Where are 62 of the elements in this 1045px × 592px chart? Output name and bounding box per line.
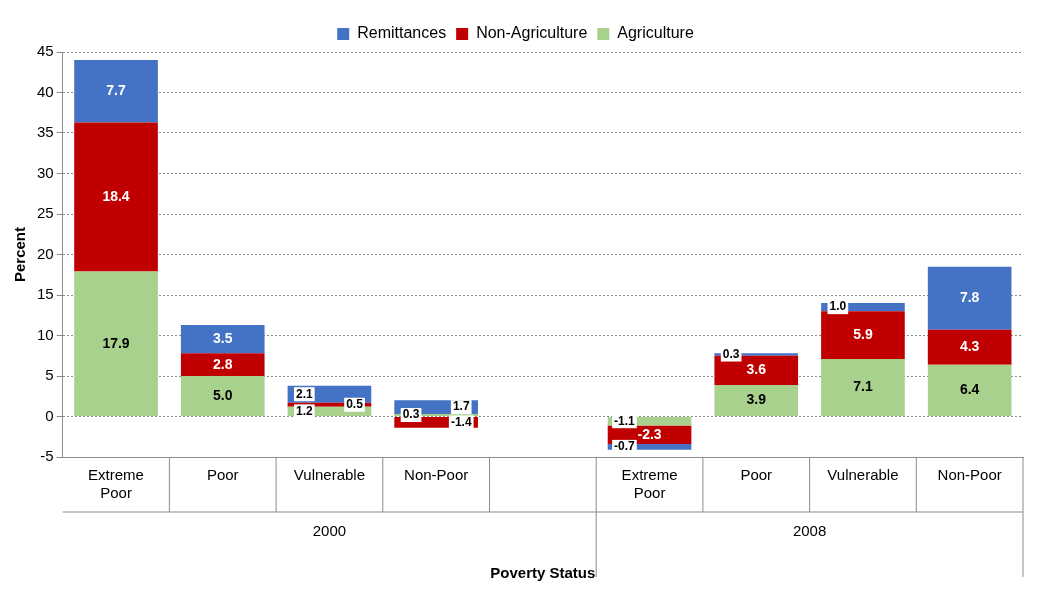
x-tick-label: Non-Poor [937, 466, 1002, 484]
text: 2000 [312, 522, 347, 540]
y-tick-label: 40 [37, 82, 54, 100]
x-tick-label: Poor [206, 466, 239, 484]
data-label: 2.8 [213, 355, 233, 372]
data-label: 3.9 [746, 391, 767, 408]
data-label: 5.0 [213, 386, 233, 403]
x-tick-label: Vulnerable [293, 466, 366, 484]
bar [180, 376, 265, 416]
data-label: 5.9 [853, 325, 873, 342]
data-label: 1.7 [452, 399, 470, 414]
y-tick-label: -5 [40, 447, 54, 465]
data-label: -2.3 [637, 425, 662, 442]
y-axis-title: Percent [11, 226, 29, 283]
legend-label: Remittances [357, 24, 447, 42]
data-label: 7.8 [959, 289, 980, 306]
text: 2008 [792, 522, 827, 540]
y-tick-label: 0 [45, 406, 54, 424]
data-label: -1.4 [450, 414, 472, 429]
bar [927, 329, 1012, 365]
bar [821, 311, 905, 359]
data-label: 2.1 [296, 386, 314, 401]
bar [74, 122, 158, 272]
y-tick-label: 45 [37, 42, 54, 60]
legend-label: Non-Agriculture [476, 24, 588, 42]
x-tick-label: Non-Poor [404, 466, 469, 484]
bar [821, 358, 905, 416]
y-tick-label: 5 [45, 366, 54, 384]
data-label: 3.6 [746, 361, 767, 378]
x-axis-title: Poverty Status [490, 564, 596, 582]
y-tick-label: 20 [37, 244, 54, 262]
data-label: 3.5 [213, 330, 233, 346]
data-label: -1.1 [614, 413, 636, 428]
x-tick-label: Vulnerable [827, 466, 899, 484]
bar [74, 60, 158, 123]
data-label: 4.3 [959, 338, 980, 355]
bar [927, 364, 1012, 416]
x-tick-label: Extreme Poor [88, 466, 144, 502]
y-tick-label: 30 [37, 163, 54, 181]
y-tick-label: 25 [37, 204, 54, 222]
data-label: -0.7 [614, 439, 636, 454]
data-label: 7.1 [853, 378, 873, 395]
bar [180, 353, 265, 376]
y-tick-label: 10 [37, 325, 54, 343]
y-tick-label: 35 [37, 123, 54, 141]
y-tick-label: 15 [37, 285, 54, 303]
bar [927, 266, 1012, 330]
x-tick-label: Extreme Poor [621, 466, 678, 502]
data-label: 7.7 [106, 82, 126, 99]
legend-label: Agriculture [617, 24, 694, 42]
data-label: 0.5 [346, 397, 364, 412]
data-label: 1.2 [296, 403, 314, 418]
data-label: 1.0 [829, 299, 847, 314]
data-label: 0.3 [402, 407, 420, 422]
bar [74, 271, 158, 416]
data-label: 17.9 [102, 334, 130, 351]
data-label: 18.4 [102, 187, 130, 204]
bar [180, 324, 265, 354]
data-label: 6.4 [959, 381, 980, 398]
x-tick-label: Poor [740, 466, 773, 484]
bar [714, 384, 799, 416]
data-label: 0.3 [722, 346, 740, 361]
